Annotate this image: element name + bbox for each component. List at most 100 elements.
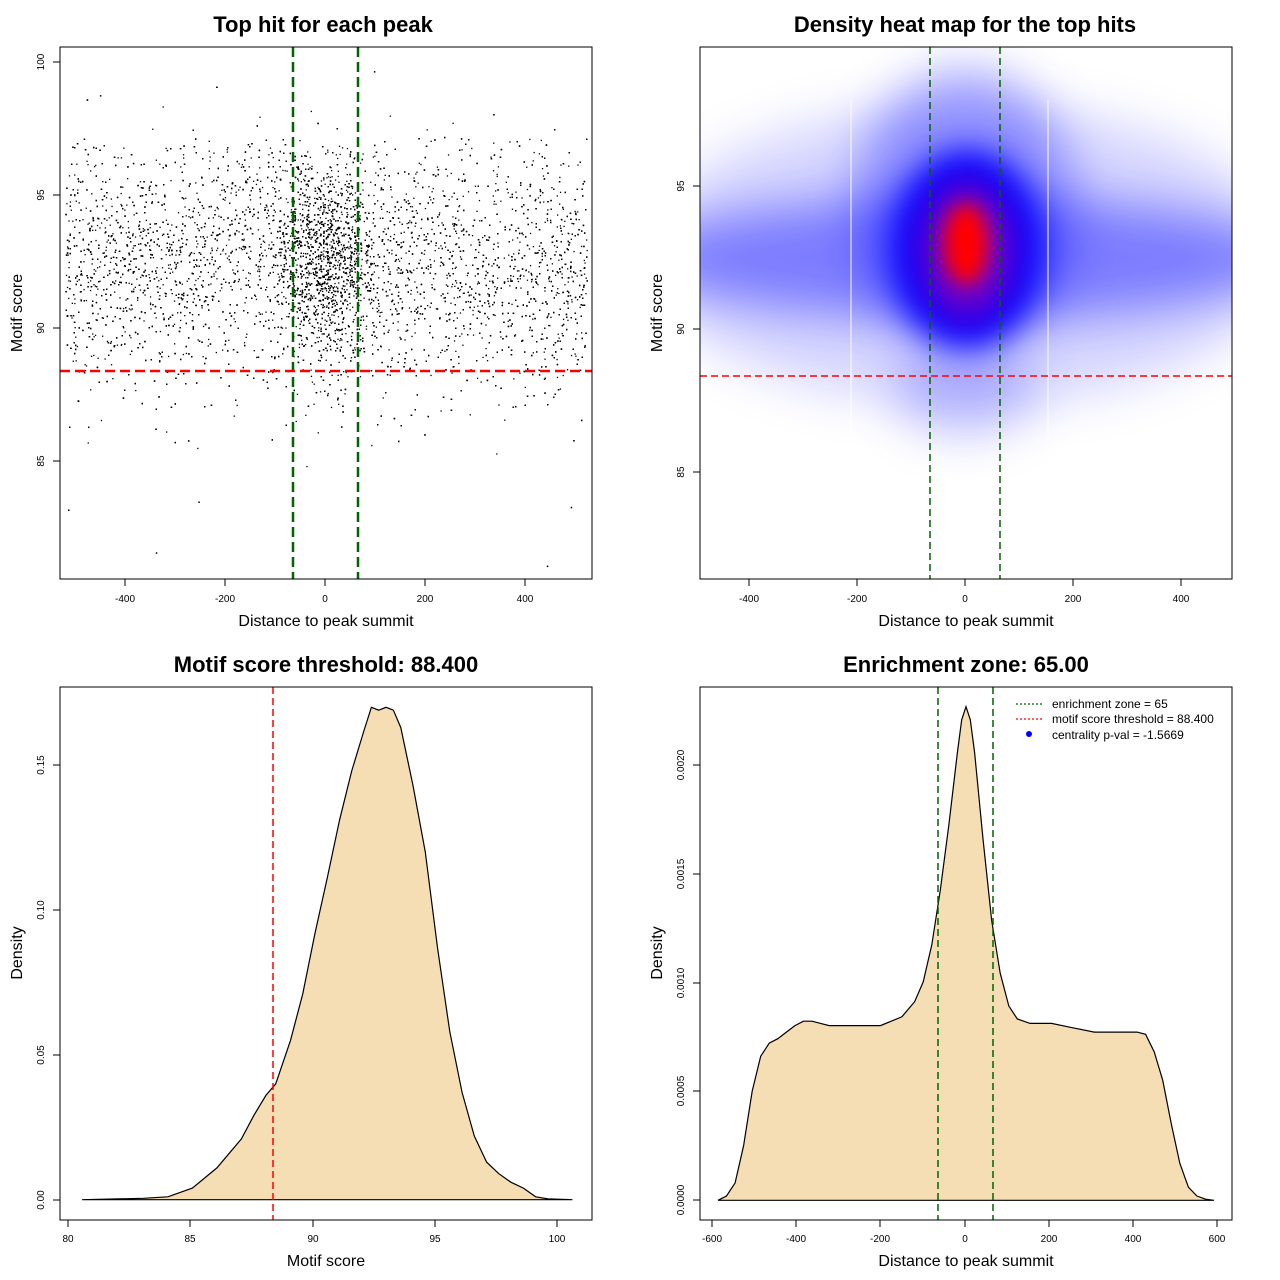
scatter-point	[281, 327, 284, 329]
scatter-point	[363, 297, 365, 299]
scatter-point	[318, 196, 320, 198]
scatter-point	[81, 274, 83, 276]
scatter-point	[350, 254, 352, 256]
scatter-point	[447, 292, 449, 294]
scatter-point	[452, 250, 454, 252]
scatter-point	[309, 262, 311, 264]
scatter-point	[504, 419, 506, 421]
scatter-point	[208, 150, 210, 152]
scatter-point	[285, 259, 287, 261]
scatter-point	[150, 249, 152, 251]
scatter-point	[528, 271, 530, 273]
scatter-point	[224, 197, 227, 199]
scatter-point	[307, 227, 309, 229]
scatter-point	[374, 155, 376, 157]
scatter-point	[297, 219, 299, 221]
scatter-point	[442, 293, 444, 295]
scatter-point	[233, 318, 235, 320]
scatter-point	[104, 358, 106, 360]
scatter-point	[133, 288, 135, 290]
scatter-point	[492, 248, 495, 250]
scatter-point	[439, 212, 441, 214]
scatter-point	[298, 343, 300, 345]
scatter-point	[349, 282, 351, 284]
scatter-point	[370, 181, 372, 183]
scatter-point	[561, 273, 563, 275]
scatter-point	[66, 286, 69, 289]
scatter-point	[261, 252, 263, 254]
scatter-point	[461, 333, 463, 335]
scatter-point	[334, 247, 337, 249]
scatter-point	[548, 324, 550, 327]
scatter-point	[310, 238, 312, 240]
scatter-point	[308, 320, 310, 322]
scatter-point	[416, 171, 418, 173]
scatter-point	[366, 262, 368, 264]
scatter-point	[398, 260, 401, 262]
scatter-point	[578, 219, 580, 221]
scatter-point	[328, 270, 330, 272]
scatter-point	[240, 166, 243, 168]
scatter-point	[327, 199, 330, 202]
scatter-point	[346, 212, 348, 214]
scatter-point	[228, 255, 230, 257]
scatter-point	[252, 215, 254, 217]
scatter-point	[332, 290, 335, 292]
scatter-point	[199, 214, 201, 216]
scatter-point	[430, 140, 432, 142]
scatter-point	[99, 227, 101, 229]
scatter-point	[336, 233, 338, 235]
scatter-point	[323, 209, 325, 211]
scatter-point	[309, 167, 311, 169]
scatter-point	[253, 180, 255, 182]
scatter-point	[165, 147, 167, 149]
scatter-point	[280, 272, 282, 275]
scatter-point	[445, 313, 447, 315]
scatter-point	[233, 272, 235, 274]
scatter-point	[487, 293, 489, 295]
scatter-point	[362, 283, 364, 286]
scatter-point	[323, 250, 325, 252]
scatter-point	[68, 267, 70, 269]
scatter-point	[301, 265, 303, 267]
scatter-point	[77, 189, 79, 191]
scatter-point	[230, 192, 232, 194]
scatter-point	[333, 286, 336, 288]
scatter-point	[182, 298, 184, 300]
scatter-point	[428, 186, 430, 188]
scatter-point	[537, 197, 540, 199]
scatter-point	[244, 302, 246, 304]
scatter-point	[329, 176, 332, 179]
scatter-point	[289, 235, 292, 237]
scatter-point	[408, 307, 411, 309]
scatter-point	[415, 210, 417, 212]
scatter-point	[306, 225, 308, 227]
scatter-point	[332, 233, 334, 235]
scatter-point	[350, 192, 352, 194]
scatter-point	[313, 383, 315, 385]
scatter-point	[149, 296, 152, 298]
scatter-point	[136, 278, 138, 280]
scatter-point	[180, 166, 182, 168]
scatter-point	[320, 303, 322, 306]
scatter-point	[489, 280, 491, 282]
scatter-point	[413, 299, 416, 301]
scatter-point	[142, 228, 144, 230]
scatter-point	[294, 230, 297, 232]
scatter-point	[85, 207, 87, 209]
scatter-point	[181, 237, 183, 240]
scatter-point	[232, 269, 234, 271]
scatter-point	[289, 265, 291, 267]
scatter-point	[304, 194, 306, 196]
scatter-point	[290, 209, 293, 211]
scatter-point	[330, 298, 332, 300]
scatter-point	[507, 280, 509, 282]
scatter-point	[316, 309, 318, 311]
scatter-point	[480, 381, 482, 383]
scatter-point	[342, 251, 344, 253]
scatter-point	[456, 317, 458, 319]
scatter-point	[201, 177, 203, 179]
scatter-point	[69, 233, 71, 235]
scatter-point	[222, 248, 224, 250]
